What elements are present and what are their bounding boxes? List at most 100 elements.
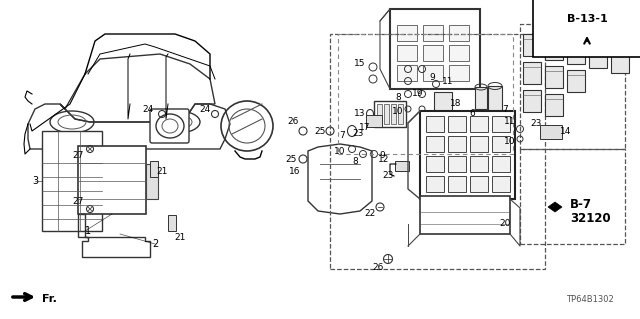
- Bar: [384, 104, 389, 124]
- Text: 23: 23: [382, 172, 394, 181]
- Bar: [448, 176, 466, 192]
- Bar: [470, 156, 488, 172]
- Text: 26: 26: [287, 116, 299, 125]
- Bar: [330, 34, 545, 269]
- Bar: [611, 51, 629, 73]
- Bar: [377, 104, 382, 124]
- Bar: [492, 156, 510, 172]
- Text: 19: 19: [412, 90, 424, 99]
- Text: B-13-1: B-13-1: [566, 14, 607, 24]
- Text: 9: 9: [429, 72, 435, 81]
- Bar: [492, 176, 510, 192]
- Bar: [434, 92, 452, 114]
- Text: 24: 24: [142, 105, 154, 114]
- Text: 21: 21: [156, 167, 168, 175]
- Text: 9: 9: [379, 152, 385, 160]
- Bar: [42, 131, 102, 231]
- Text: 10: 10: [504, 137, 516, 145]
- Bar: [390, 9, 480, 89]
- Bar: [423, 45, 443, 61]
- Text: 27: 27: [72, 197, 84, 206]
- Text: 23: 23: [531, 118, 541, 128]
- Bar: [449, 45, 469, 61]
- Bar: [366, 115, 382, 127]
- Bar: [397, 65, 417, 81]
- Bar: [426, 136, 444, 152]
- Text: 3: 3: [32, 176, 38, 186]
- Bar: [150, 161, 158, 177]
- Bar: [492, 136, 510, 152]
- Bar: [470, 116, 488, 132]
- Text: 32120: 32120: [570, 212, 611, 226]
- Bar: [398, 104, 403, 124]
- Bar: [545, 94, 563, 116]
- Bar: [391, 104, 396, 124]
- Text: 24: 24: [200, 105, 211, 114]
- Bar: [448, 156, 466, 172]
- Bar: [488, 86, 502, 114]
- Bar: [420, 196, 510, 234]
- FancyBboxPatch shape: [150, 109, 189, 143]
- Text: 20: 20: [499, 219, 511, 228]
- Bar: [449, 65, 469, 81]
- Bar: [470, 136, 488, 152]
- Text: 16: 16: [289, 167, 301, 175]
- Text: 6: 6: [469, 109, 475, 118]
- Text: 7: 7: [339, 130, 345, 139]
- Text: 11: 11: [442, 77, 454, 85]
- Text: 12: 12: [378, 154, 390, 164]
- Text: 10: 10: [392, 108, 404, 116]
- Bar: [448, 116, 466, 132]
- Text: TP64B1302: TP64B1302: [566, 294, 614, 303]
- Bar: [426, 116, 444, 132]
- Text: Fr.: Fr.: [42, 294, 57, 304]
- Text: 27: 27: [72, 152, 84, 160]
- Text: 13: 13: [355, 109, 365, 118]
- Text: 21: 21: [174, 233, 186, 241]
- Bar: [540, 125, 562, 139]
- Bar: [395, 161, 409, 171]
- Bar: [397, 45, 417, 61]
- Bar: [374, 101, 406, 127]
- Bar: [545, 66, 563, 88]
- Bar: [523, 34, 541, 56]
- Bar: [589, 46, 607, 68]
- Text: 26: 26: [372, 263, 384, 271]
- Bar: [423, 65, 443, 81]
- Text: 2: 2: [152, 239, 158, 249]
- Polygon shape: [548, 202, 562, 212]
- Bar: [78, 146, 146, 214]
- Bar: [520, 24, 625, 149]
- Text: 17: 17: [359, 122, 371, 131]
- Bar: [545, 38, 563, 60]
- Text: 10: 10: [334, 146, 346, 155]
- Text: 25: 25: [314, 127, 326, 136]
- Bar: [567, 42, 585, 64]
- Text: 8: 8: [352, 157, 358, 166]
- Text: 7: 7: [502, 105, 508, 114]
- Text: 22: 22: [364, 210, 376, 219]
- Bar: [523, 90, 541, 112]
- Bar: [423, 25, 443, 41]
- Bar: [168, 215, 176, 231]
- Bar: [426, 176, 444, 192]
- Text: 11: 11: [504, 117, 516, 127]
- Bar: [520, 149, 625, 244]
- Text: 14: 14: [560, 128, 572, 137]
- Bar: [426, 156, 444, 172]
- Text: 1: 1: [85, 226, 91, 236]
- Bar: [492, 116, 510, 132]
- Bar: [338, 34, 513, 154]
- Text: 25: 25: [285, 154, 297, 164]
- Bar: [523, 62, 541, 84]
- Bar: [567, 70, 585, 92]
- Bar: [448, 136, 466, 152]
- Text: 15: 15: [355, 60, 365, 69]
- Text: B-7: B-7: [570, 197, 592, 211]
- Bar: [420, 111, 515, 199]
- Bar: [397, 25, 417, 41]
- Bar: [475, 87, 487, 109]
- Bar: [470, 176, 488, 192]
- Text: 8: 8: [395, 93, 401, 101]
- Bar: [449, 25, 469, 41]
